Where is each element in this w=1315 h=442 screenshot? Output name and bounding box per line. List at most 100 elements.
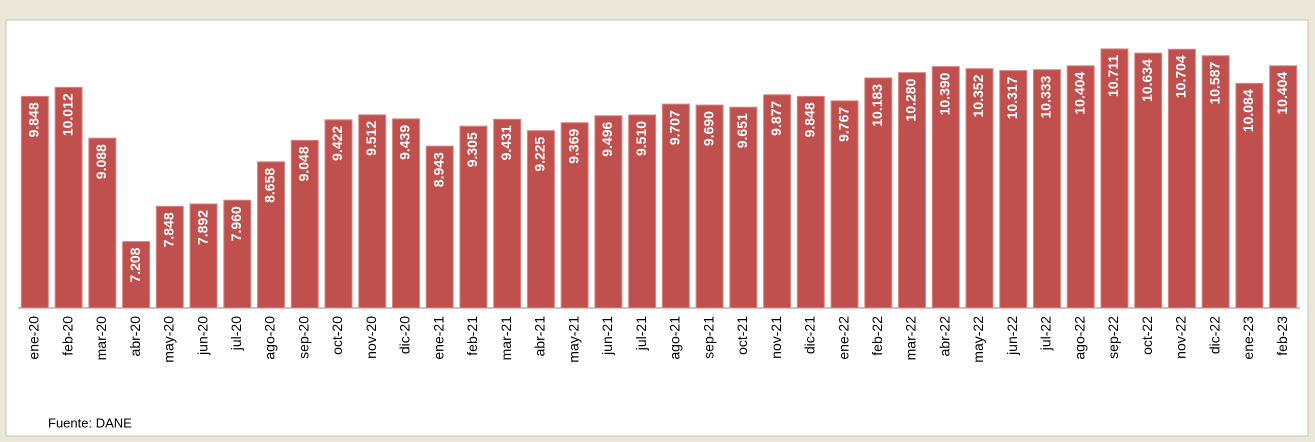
value-label: 9.877 — [768, 101, 784, 136]
x-tick-label: jun-21 — [599, 316, 615, 356]
value-label: 10.404 — [1071, 72, 1087, 115]
x-tick-label: mar-21 — [498, 316, 514, 361]
value-label: 10.012 — [59, 93, 75, 136]
bar — [54, 86, 83, 309]
x-tick-label: jun-22 — [1004, 316, 1020, 356]
bar — [358, 114, 387, 309]
value-label: 10.404 — [1274, 72, 1290, 115]
x-tick-label: ene-23 — [1240, 316, 1256, 360]
value-label: 10.317 — [1004, 76, 1020, 119]
bar — [1032, 69, 1061, 309]
value-label: 7.848 — [161, 212, 177, 247]
value-label: 9.848 — [26, 102, 42, 137]
x-tick-label: may-21 — [565, 316, 581, 363]
value-label: 10.084 — [1240, 89, 1256, 132]
value-label: 9.369 — [565, 129, 581, 164]
x-tick-label: jun-20 — [194, 316, 210, 356]
x-tick-label: dic-21 — [802, 316, 818, 354]
x-tick-label: nov-20 — [363, 316, 379, 359]
value-label: 9.422 — [329, 126, 345, 161]
bar — [1235, 82, 1264, 309]
value-label: 10.390 — [936, 72, 952, 115]
value-label: 9.510 — [633, 121, 649, 156]
bar — [560, 122, 589, 309]
value-label: 9.439 — [397, 125, 413, 160]
value-label: 9.088 — [93, 144, 109, 179]
bar — [20, 95, 49, 309]
value-label: 7.892 — [194, 210, 210, 245]
x-tick-label: mar-20 — [93, 316, 109, 361]
x-tick-label: may-22 — [970, 316, 986, 363]
x-tick-label: feb-22 — [869, 316, 885, 356]
bar — [661, 103, 690, 309]
bar — [999, 70, 1028, 309]
value-label: 9.048 — [295, 146, 311, 181]
x-tick-label: jul-21 — [633, 316, 649, 351]
x-tick-label: jul-22 — [1038, 316, 1054, 351]
value-label: 7.960 — [228, 206, 244, 241]
bar — [1066, 65, 1095, 309]
bar — [898, 72, 927, 309]
x-tick-label: nov-21 — [768, 316, 784, 359]
value-label: 10.352 — [970, 74, 986, 117]
bar — [1167, 48, 1196, 309]
value-label: 9.305 — [464, 132, 480, 167]
bar — [391, 118, 420, 309]
x-tick-label: may-20 — [161, 316, 177, 363]
x-tick-label: oct-21 — [734, 316, 750, 355]
bar — [763, 94, 792, 309]
x-tick-label: ene-22 — [835, 316, 851, 360]
bar — [965, 68, 994, 309]
x-tick-label: mar-22 — [903, 316, 919, 361]
bar — [729, 106, 758, 309]
value-label: 10.183 — [869, 84, 885, 127]
value-label: 9.848 — [802, 102, 818, 137]
bar — [189, 203, 218, 309]
value-label: 10.280 — [903, 78, 919, 121]
bar — [459, 125, 488, 309]
bar — [257, 161, 286, 309]
bar — [223, 199, 252, 309]
bar — [931, 66, 960, 309]
value-label: 9.767 — [835, 107, 851, 142]
value-label: 10.634 — [1139, 59, 1155, 102]
bar — [1100, 48, 1129, 309]
value-label: 9.651 — [734, 113, 750, 148]
x-tick-label: ago-20 — [262, 316, 278, 360]
bar — [1134, 52, 1163, 309]
value-label: 9.225 — [532, 136, 548, 171]
value-label: 8.943 — [430, 152, 446, 187]
x-tick-label: ene-21 — [430, 316, 446, 360]
value-label: 8.658 — [262, 168, 278, 203]
x-tick-label: dic-22 — [1206, 316, 1222, 354]
bar — [493, 118, 522, 309]
value-label: 9.496 — [599, 122, 615, 157]
value-label: 9.431 — [498, 125, 514, 160]
bar — [830, 100, 859, 309]
bar — [155, 205, 184, 309]
bar — [88, 137, 117, 309]
value-label: 10.704 — [1173, 55, 1189, 98]
x-tick-label: abr-21 — [532, 316, 548, 357]
x-tick-label: nov-22 — [1173, 316, 1189, 359]
x-tick-label: feb-20 — [59, 316, 75, 356]
x-tick-label: dic-20 — [397, 316, 413, 354]
x-tick-label: jul-20 — [228, 316, 244, 351]
bar — [122, 241, 151, 309]
bar — [1269, 65, 1298, 309]
bar — [864, 77, 893, 309]
bar — [695, 104, 724, 309]
bar — [526, 130, 555, 309]
x-tick-label: oct-20 — [329, 316, 345, 355]
bar — [324, 119, 353, 309]
x-tick-label: ago-21 — [667, 316, 683, 360]
x-tick-label: abr-22 — [936, 316, 952, 357]
value-label: 9.512 — [363, 121, 379, 156]
bar — [425, 145, 454, 309]
bar — [1201, 55, 1230, 309]
x-tick-label: sep-22 — [1105, 316, 1121, 359]
value-label: 10.711 — [1105, 55, 1121, 97]
x-tick-label: ene-20 — [26, 316, 42, 360]
value-label: 7.208 — [127, 247, 143, 282]
